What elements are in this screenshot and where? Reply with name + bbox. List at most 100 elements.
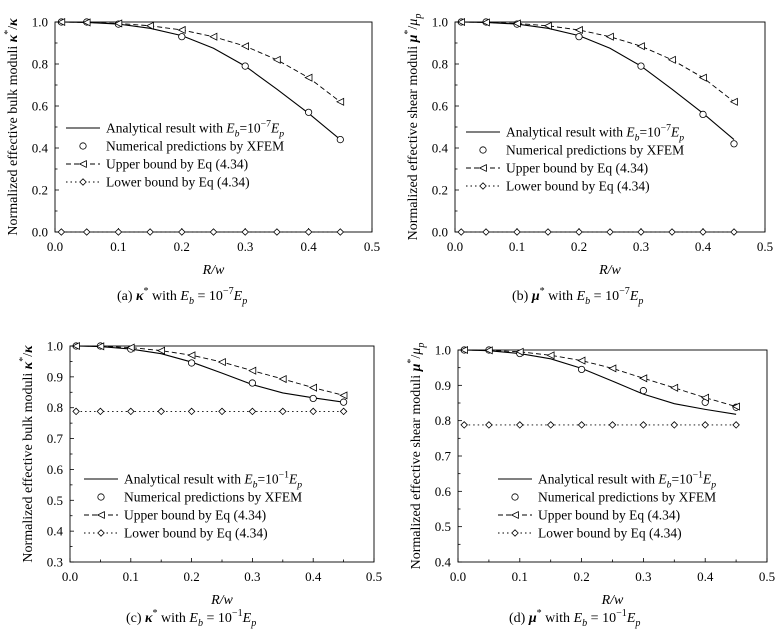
series-line	[464, 349, 737, 407]
series-circle	[460, 346, 740, 411]
data-point-diamond	[606, 228, 614, 236]
y-tick-label: 0.8	[47, 400, 63, 415]
data-point-circle	[699, 110, 707, 119]
y-tick-label: 0.5	[47, 493, 63, 508]
legend-entry: Lower bound by Eq (4.34)	[538, 526, 682, 541]
legend-entry: Numerical predictions by XFEM	[106, 139, 284, 154]
data-point-diamond	[96, 407, 105, 416]
data-point-triangle	[700, 393, 709, 402]
x-tick-label: 0.3	[244, 569, 260, 584]
data-point-diamond	[668, 228, 676, 236]
series-line	[76, 345, 344, 396]
data-point-triangle	[209, 32, 218, 41]
series-solid	[76, 345, 344, 403]
panel-caption: (b) μ* with Eb = 10−7Ep	[512, 286, 643, 307]
legend-marker-triangle	[510, 510, 519, 520]
chart-panel-c: 0.0 0.1 0.2 0.3 0.4 0.5 0.3 0.4 0.5 0.6 0.7 0.8 0.9 1…	[18, 339, 382, 630]
data-point-diamond	[516, 421, 524, 429]
data-point-diamond	[304, 228, 313, 236]
data-point-triangle	[272, 55, 281, 64]
legend-marker-triangle	[96, 510, 105, 520]
data-point-diamond	[460, 421, 468, 429]
series-line	[461, 21, 735, 141]
series-line	[464, 349, 737, 415]
data-point-diamond	[577, 421, 586, 429]
data-point-triangle	[608, 364, 617, 373]
data-point-diamond	[608, 421, 617, 429]
series-dotted-diamond	[72, 407, 348, 416]
legend-marker-diamond	[511, 529, 519, 537]
data-point-circle	[309, 394, 317, 403]
x-tick-label: 0.4	[305, 569, 322, 584]
data-point-triangle	[114, 19, 123, 28]
data-point-triangle	[515, 347, 524, 356]
series-dotted-diamond	[460, 421, 740, 429]
x-tick-label: 0.3	[635, 569, 651, 584]
data-point-triangle	[308, 383, 318, 392]
data-point-triangle	[456, 17, 466, 27]
y-tick-label: 0.7	[47, 431, 64, 446]
data-point-diamond	[339, 407, 348, 416]
y-tick-label: 0.6	[432, 99, 449, 114]
data-point-circle	[577, 365, 586, 374]
y-tick-label: 0.8	[432, 57, 448, 72]
data-point-triangle	[481, 18, 490, 27]
panel-caption: (a) κ* with Eb = 10−7Ep	[117, 286, 247, 307]
y-tick-label: 0.4	[32, 141, 49, 156]
x-tick-label: 0.4	[697, 569, 714, 584]
data-point-circle	[241, 62, 249, 70]
x-tick-label: 0.1	[512, 569, 528, 584]
data-point-diamond	[273, 228, 281, 236]
legend-entry: Analytical result with Eb=10−7Ep	[106, 119, 284, 140]
data-point-triangle	[574, 25, 583, 35]
panel-caption: (c) κ* with Eb = 10−1Ep	[126, 608, 256, 629]
data-point-triangle	[670, 383, 679, 392]
legend-entry: Lower bound by Eq (4.34)	[124, 526, 268, 541]
legend-entry: Analytical result with Eb=10−1Ep	[124, 470, 302, 491]
y-axis-label: Normalized effective bulk moduli κ*/κ	[3, 18, 21, 236]
legend: Analytical result with Eb=10−7EpNumerica…	[66, 119, 284, 190]
x-axis-label: R/w	[210, 593, 233, 608]
x-axis-label: R/w	[601, 593, 624, 608]
data-point-circle	[730, 140, 738, 148]
y-axis-label: Normalized effective shear moduli μ*/μp	[403, 14, 424, 241]
x-tick-label: 0.3	[633, 239, 649, 254]
series-solid	[464, 349, 737, 415]
data-point-triangle	[339, 391, 348, 400]
data-point-triangle	[731, 402, 740, 411]
x-tick-label: 0.2	[571, 239, 587, 254]
data-point-triangle	[698, 73, 707, 82]
x-tick-label: 0.4	[695, 239, 712, 254]
data-point-circle	[339, 398, 348, 406]
chart-panel-a: 0.0 0.1 0.2 0.3 0.4 0.5 0.0 0.2 0.4 0.6 0.8 1.0 R/w N…	[3, 15, 380, 308]
data-point-diamond	[241, 228, 249, 236]
y-tick-label: 0.6	[47, 462, 64, 477]
x-axis-label: R/w	[598, 263, 621, 278]
legend-marker-triangle	[478, 163, 487, 173]
x-axis-label: R/w	[202, 263, 225, 278]
legend-entry: Lower bound by Eq (4.34)	[106, 175, 250, 190]
chart-panel-d: 0.0 0.1 0.2 0.3 0.4 0.5 0.4 0.5 0.6 0.7 0.8 0.9 1.0 R…	[406, 343, 775, 630]
data-point-triangle	[639, 374, 648, 383]
series-line	[61, 21, 341, 103]
y-tick-label: 0.0	[32, 225, 48, 240]
y-tick-label: 1.0	[47, 339, 63, 354]
data-point-diamond	[639, 421, 648, 429]
data-point-triangle	[484, 346, 493, 355]
data-point-diamond	[730, 228, 738, 236]
data-point-diamond	[218, 407, 226, 416]
series-dashed-triangle	[459, 345, 740, 411]
series-circle	[72, 342, 348, 406]
data-point-diamond	[544, 228, 552, 236]
data-point-diamond	[57, 228, 66, 236]
legend-entry: Upper bound by Eq (4.34)	[124, 508, 266, 523]
y-tick-label: 0.9	[435, 378, 451, 393]
series-line	[461, 21, 735, 103]
data-point-diamond	[457, 228, 465, 236]
data-point-diamond	[336, 228, 345, 236]
data-point-triangle	[459, 345, 468, 355]
x-tick-label: 0.0	[447, 239, 463, 254]
data-point-circle	[639, 387, 648, 395]
data-point-triangle	[729, 97, 738, 106]
